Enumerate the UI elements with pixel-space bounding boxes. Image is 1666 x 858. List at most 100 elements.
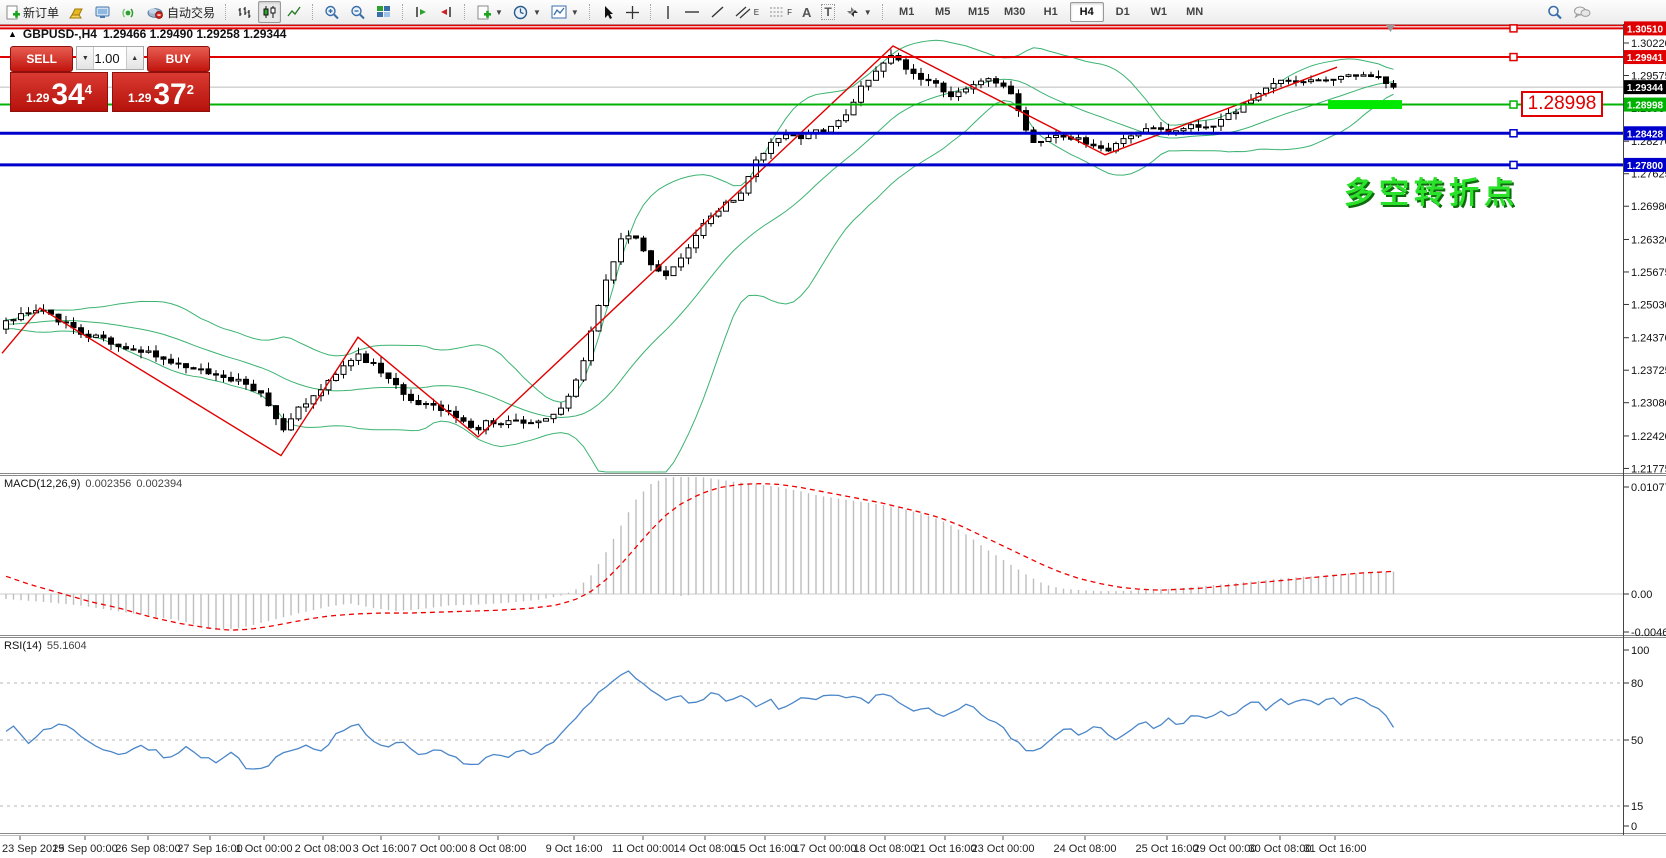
time-axis-label: 3 Oct 16:00 [353,843,410,855]
macd-histogram-bar [1152,589,1155,594]
new-order-icon [6,5,20,19]
clock-icon [513,5,528,19]
macd-histogram-bar [822,496,825,594]
add-indicator-button[interactable]: ▼ [472,1,507,23]
candle-body [858,85,864,103]
channel-tool-button[interactable]: E [731,1,763,23]
news-button[interactable] [117,1,141,23]
candle-body [595,304,602,332]
macd-histogram-bar [72,594,75,605]
macd-histogram-bar [432,594,435,608]
collapse-panel-icon[interactable]: ▲ [8,29,17,39]
tile-windows-button[interactable] [372,1,396,23]
line-chart-button[interactable] [283,1,306,23]
price-tag-label: 1.27800 [1627,161,1664,172]
community-button[interactable] [1569,1,1595,23]
timeframe-group: M1 M5 M15 M30 H1 H4 D1 W1 MN [889,2,1213,22]
timeframe-W1[interactable]: W1 [1150,6,1167,18]
candle-body [340,365,347,375]
label-tool-button[interactable]: T [817,1,838,23]
timeframe-M30[interactable]: M30 [1003,6,1026,18]
timeframe-M5[interactable]: M5 [935,6,951,18]
candle-body [265,392,272,407]
macd-histogram-bar [1370,572,1372,594]
macd-histogram-bar [710,478,712,594]
sell-quote-button[interactable]: 1.29 34 4 [10,72,108,112]
candle-body [430,403,437,406]
candle-body [498,423,504,426]
macd-histogram-bar [1220,584,1222,594]
volume-value[interactable]: 1.00 [94,50,120,66]
macd-histogram-bar [627,512,630,594]
timeframe-H4[interactable]: H4 [1069,2,1104,22]
time-axis-label: 23 Oct 00:00 [972,843,1035,855]
tile-windows-icon [377,6,391,17]
macd-histogram-bar [380,594,382,610]
candle-body [220,374,227,378]
volume-decrease-button[interactable]: ▼ [77,47,95,69]
timeframe-D1[interactable]: D1 [1115,6,1130,18]
candle-body [565,395,572,409]
macd-histogram-bar [612,538,615,594]
macd-histogram-bar [1385,571,1387,594]
period-button[interactable]: ▼ [509,1,545,23]
search-button[interactable] [1543,1,1567,23]
zoom-out-button[interactable] [346,1,370,23]
volume-field[interactable]: ▼ 1.00 ▲ [76,46,144,70]
macd-histogram-bar [1092,590,1095,594]
auto-scroll-button[interactable] [410,1,433,23]
candle-body [1285,79,1292,82]
market-watch-button[interactable] [65,1,89,23]
candle-body [130,348,137,351]
fibonacci-tool-button[interactable]: F [765,1,796,23]
price-tick-label: 1.25675 [1631,267,1666,279]
macd-histogram-bar [1025,574,1027,594]
sell-button[interactable]: SELL [10,46,74,72]
timeframe-H1[interactable]: H1 [1043,6,1058,18]
new-order-button[interactable]: 新订单 [1,1,63,23]
macd-histogram-bar [125,594,127,613]
candle-body [10,319,17,322]
terminal-button[interactable] [91,1,115,23]
bar-chart-button[interactable] [233,1,256,23]
autotrading-button[interactable]: 自动交易 [143,1,219,23]
time-axis-label: 21 Oct 16:00 [914,843,977,855]
zigzag-line [1,45,1338,457]
price-tag [1624,126,1666,141]
macd-histogram-bar [905,509,907,594]
candlestick-chart-button[interactable] [258,1,282,23]
buy-button[interactable]: BUY [146,46,210,72]
macd-histogram-bar [500,594,502,604]
candle-body [948,91,954,98]
volume-increase-button[interactable]: ▲ [125,47,143,69]
arrows-tool-button[interactable]: ▼ [841,1,876,23]
candle-body [1360,74,1367,77]
candle-body [918,72,924,80]
chart-shift-button[interactable] [435,1,458,23]
candle-body [363,353,369,363]
macd-histogram-bar [177,594,180,621]
buy-quote-button[interactable]: 1.29 37 2 [112,72,210,112]
vertical-line-tool-button[interactable] [658,1,678,23]
candle-body [1143,128,1149,133]
cursor-tool-button[interactable] [597,1,619,23]
trendline-tool-button[interactable] [706,1,729,23]
horizontal-line-tool-button[interactable] [680,1,704,23]
macd-histogram-bar [57,594,60,604]
macd-axis-label: 0.010775 [1631,482,1666,494]
zoom-in-button[interactable] [320,1,344,23]
timeframe-MN[interactable]: MN [1186,6,1204,18]
macd-histogram-bar [342,594,345,605]
candle-body [1368,74,1374,78]
sell-price-sup: 4 [84,82,92,97]
text-tool-button[interactable]: A [798,1,815,23]
template-button[interactable]: ▼ [547,1,583,23]
timeframe-M15[interactable]: M15 [967,6,990,18]
macd-histogram-bar [770,486,772,594]
price-tag [1624,21,1666,36]
timeframe-M1[interactable]: M1 [899,6,915,18]
macd-axis-label: -0.00466 [1631,627,1666,639]
macd-histogram-bar [732,481,735,594]
crosshair-tool-button[interactable] [621,1,644,23]
